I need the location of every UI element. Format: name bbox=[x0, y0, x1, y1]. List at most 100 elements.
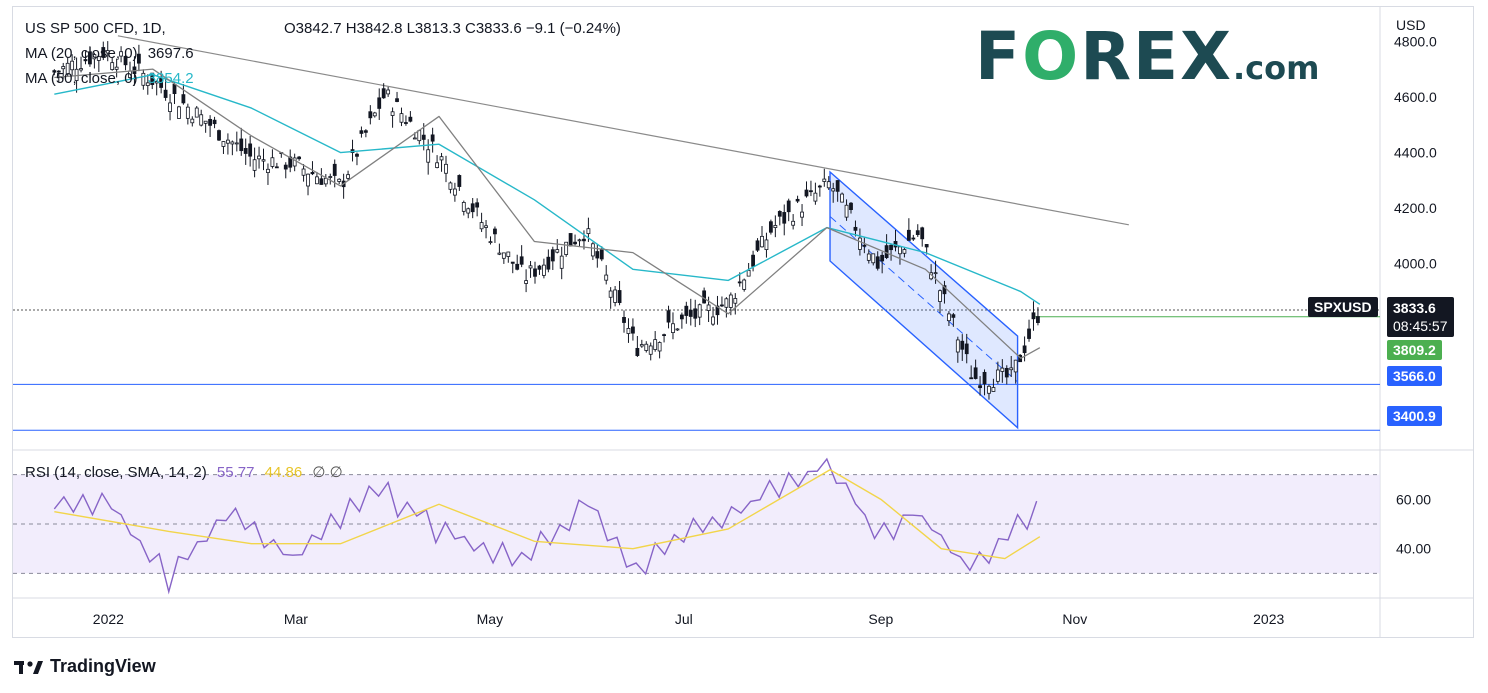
candle bbox=[964, 343, 969, 355]
candle bbox=[537, 265, 542, 270]
candle bbox=[92, 54, 97, 60]
tradingview-icon bbox=[14, 660, 43, 674]
candle bbox=[141, 72, 146, 86]
tradingview-logo[interactable]: TradingView bbox=[14, 656, 156, 677]
candle bbox=[978, 385, 982, 389]
candle bbox=[310, 172, 315, 175]
ma50-value: 3854.2 bbox=[147, 70, 194, 87]
ma50-label: MA (50, close, 0) bbox=[25, 70, 138, 87]
candle bbox=[528, 265, 533, 269]
candle bbox=[1000, 367, 1005, 372]
candle bbox=[755, 240, 760, 251]
candle bbox=[479, 222, 484, 230]
rsi-sma-value: 44.86 bbox=[264, 464, 303, 481]
price-tick-label: 4200.0 bbox=[1394, 200, 1437, 216]
candle bbox=[163, 89, 168, 98]
candle bbox=[466, 208, 471, 214]
candle bbox=[234, 142, 239, 145]
candle bbox=[1027, 328, 1031, 339]
candle bbox=[243, 148, 248, 154]
candle bbox=[168, 102, 172, 112]
candle bbox=[426, 149, 431, 163]
candle bbox=[697, 304, 702, 318]
candle bbox=[746, 269, 751, 277]
candle bbox=[524, 280, 529, 284]
candle bbox=[114, 66, 119, 70]
candle bbox=[862, 244, 867, 247]
candle bbox=[328, 176, 333, 178]
candle bbox=[239, 138, 244, 152]
candle bbox=[194, 107, 199, 118]
ma20-line bbox=[54, 68, 1041, 359]
candle bbox=[1036, 316, 1040, 324]
candle bbox=[546, 256, 551, 270]
x-tick-label: Sep bbox=[868, 611, 893, 627]
candle bbox=[693, 308, 698, 319]
price-tick-label: 4400.0 bbox=[1394, 145, 1437, 161]
candle bbox=[488, 241, 493, 244]
candle bbox=[657, 342, 662, 352]
candle bbox=[417, 130, 422, 142]
candle bbox=[577, 239, 582, 242]
support-green-tag: 3809.2 bbox=[1387, 340, 1442, 360]
candle bbox=[399, 113, 404, 123]
candle bbox=[911, 237, 916, 240]
candle bbox=[898, 246, 902, 255]
candle bbox=[559, 255, 564, 269]
candle bbox=[751, 254, 755, 267]
candle bbox=[653, 339, 658, 350]
candle bbox=[470, 203, 475, 213]
candle bbox=[706, 304, 711, 311]
candle bbox=[555, 249, 560, 253]
candle bbox=[323, 177, 328, 185]
candle bbox=[190, 118, 195, 124]
candle bbox=[457, 175, 462, 187]
candle bbox=[573, 241, 577, 245]
candle bbox=[461, 202, 466, 212]
candle bbox=[951, 314, 956, 318]
candle bbox=[987, 385, 991, 394]
candle bbox=[684, 305, 689, 316]
candle bbox=[439, 156, 444, 161]
candle bbox=[995, 369, 1000, 382]
candle bbox=[493, 228, 497, 235]
candle bbox=[346, 174, 350, 179]
candle bbox=[533, 268, 537, 277]
ma20-label: MA (20, close, 0) bbox=[25, 45, 138, 62]
candle bbox=[955, 339, 960, 353]
candle bbox=[292, 157, 297, 167]
candle bbox=[671, 323, 675, 334]
candle bbox=[315, 176, 319, 185]
candle bbox=[960, 340, 965, 350]
candle bbox=[880, 254, 885, 262]
candle bbox=[221, 141, 226, 147]
candle bbox=[831, 188, 836, 192]
candle bbox=[452, 188, 457, 196]
candle bbox=[768, 221, 773, 233]
x-tick-label: Nov bbox=[1062, 611, 1087, 627]
candle bbox=[853, 226, 858, 231]
candle bbox=[858, 237, 862, 250]
candle bbox=[421, 134, 426, 140]
candle bbox=[817, 185, 822, 188]
candle bbox=[332, 163, 337, 176]
symbol-tag: SPXUSD bbox=[1308, 297, 1378, 317]
candle bbox=[448, 182, 453, 190]
candle bbox=[733, 298, 738, 304]
candle bbox=[56, 70, 61, 73]
ma20-legend: MA (20, close, 0) 3697.6 bbox=[25, 45, 194, 62]
candle bbox=[711, 316, 715, 325]
candle bbox=[386, 89, 391, 95]
candle bbox=[728, 294, 733, 308]
candle bbox=[208, 118, 213, 126]
candle bbox=[608, 290, 613, 298]
candle bbox=[889, 244, 893, 251]
candle bbox=[582, 238, 586, 242]
candle bbox=[720, 304, 724, 307]
candle bbox=[119, 51, 123, 57]
candle bbox=[154, 81, 159, 84]
candle bbox=[136, 53, 141, 64]
candle bbox=[306, 173, 310, 187]
rsi-extra: ∅ ∅ bbox=[312, 464, 343, 481]
